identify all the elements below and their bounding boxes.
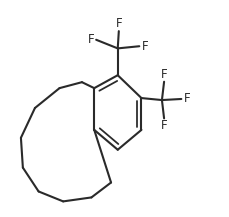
Text: F: F (142, 40, 148, 53)
Text: F: F (161, 120, 167, 132)
Text: F: F (87, 33, 94, 46)
Text: F: F (115, 17, 122, 30)
Text: F: F (161, 68, 167, 81)
Text: F: F (183, 92, 190, 105)
